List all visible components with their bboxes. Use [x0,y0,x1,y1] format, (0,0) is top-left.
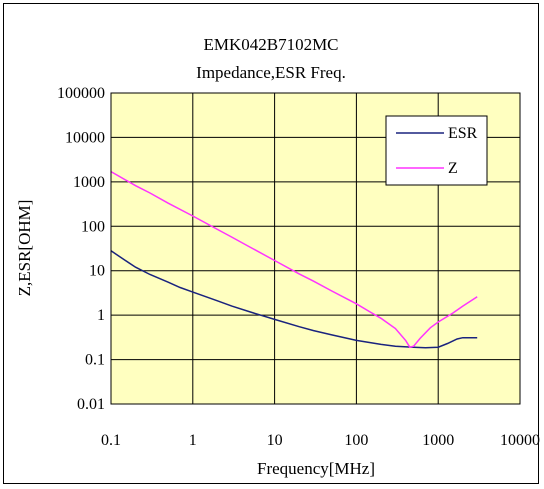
x-tick-label: 100 [344,432,368,449]
y-tick-label: 100000 [57,85,105,102]
y-tick-label: 10 [89,263,105,280]
y-tick-label: 1000 [73,174,105,191]
x-tick-label: 10000 [500,432,540,449]
y-tick-labels: 100000 10000 1000 100 10 1 0.1 0.01 [57,85,105,413]
chart-subtitle: Impedance,ESR Freq. [196,63,346,82]
legend: ESR Z [385,115,488,186]
x-tick-labels: 0.1 1 10 100 1000 10000 [101,432,540,449]
legend-esr-label: ESR [448,125,478,142]
legend-box [385,115,488,186]
y-tick-label: 1 [97,307,105,324]
series-z-line [110,170,478,349]
series-layer [110,170,478,349]
y-tick-label: 100 [81,218,105,235]
y-tick-label: 0.1 [85,352,105,369]
series-esr-line [110,250,478,349]
x-tick-label: 1 [189,432,197,449]
y-tick-label: 0.01 [77,396,105,413]
x-axis-label: Frequency[MHz] [257,459,375,478]
chart-title: EMK042B7102MC [203,35,338,54]
plot-border [110,92,521,405]
x-tick-label: 0.1 [101,432,121,449]
y-axis-label: Z,ESR[OHM] [15,200,34,297]
x-tick-label: 1000 [422,432,454,449]
legend-z-label: Z [448,160,458,177]
x-tick-label: 10 [267,432,283,449]
y-tick-label: 10000 [65,129,105,146]
